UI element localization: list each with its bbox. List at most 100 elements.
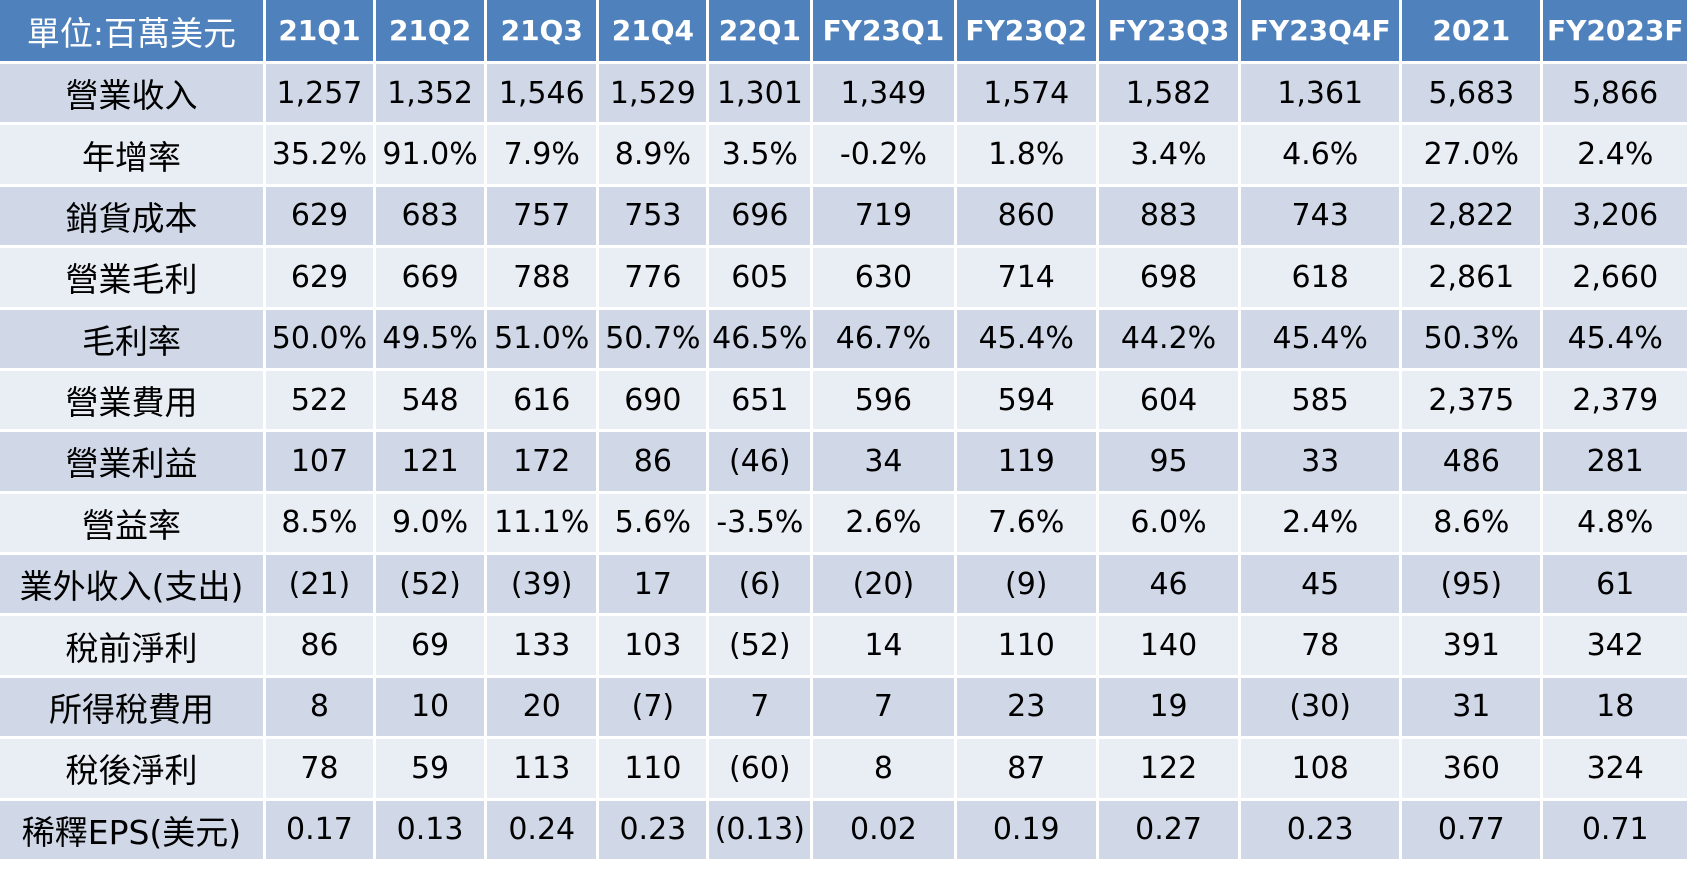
table-cell: 78 [1241,616,1403,678]
table-cell: 78 [265,739,376,801]
table-cell: 45 [1241,555,1403,617]
table-cell: 651 [709,370,814,433]
table-cell: 20 [487,677,600,740]
table-cell: 46.7% [813,309,957,371]
table-cell: 23 [956,677,1099,740]
row-label: 營業費用 [0,370,266,433]
table-cell: 629 [265,248,376,310]
table-cell: 0.77 [1402,800,1544,862]
table-cell: 3,206 [1543,186,1690,249]
table-cell: 1,361 [1241,64,1403,126]
table-cell: 1,352 [376,64,488,126]
table-cell: 140 [1098,616,1242,678]
table-cell: 391 [1402,616,1544,678]
table-cell: 110 [956,616,1099,678]
table-row: 所得稅費用 8 10 20 (7) 7 7 23 19 (30) 31 18 [0,677,1690,740]
table-cell: 753 [599,186,710,249]
table-cell: 44.2% [1098,309,1242,371]
table-cell: 860 [956,186,1099,249]
table-cell: 616 [487,370,600,433]
table-cell: 2,822 [1402,186,1544,249]
table-cell: 486 [1402,432,1544,494]
table-cell: 788 [487,248,600,310]
table-cell: 7 [813,677,957,740]
table-cell: 0.24 [487,800,600,862]
table-cell: (6) [709,555,814,617]
table-cell: 3.4% [1098,125,1242,187]
table-row: 營業費用 522 548 616 690 651 596 594 604 585 2,375 2,37… [0,370,1690,433]
column-header: 22Q1 [709,0,814,64]
table-cell: 776 [599,248,710,310]
table-cell: 698 [1098,248,1242,310]
table-cell: -3.5% [709,493,814,555]
column-header: FY23Q3 [1098,0,1242,64]
table-cell: 2.4% [1241,493,1403,555]
table-cell: 69 [376,616,488,678]
table-cell: 630 [813,248,957,310]
table-cell: 618 [1241,248,1403,310]
column-header: FY23Q4F [1241,0,1403,64]
row-label: 營益率 [0,493,266,555]
table-row: 營益率 8.5% 9.0% 11.1% 5.6% -3.5% 2.6% 7.6% 6.0% 2.4… [0,493,1690,555]
table-cell: 5,866 [1543,64,1690,126]
table-cell: 1,301 [709,64,814,126]
table-cell: (52) [709,616,814,678]
table-cell: 1,349 [813,64,957,126]
table-cell: 4.8% [1543,493,1690,555]
table-cell: 45.4% [1543,309,1690,371]
table-cell: 0.13 [376,800,488,862]
table-cell: (21) [265,555,376,617]
table-cell: 87 [956,739,1099,801]
table-cell: 1.8% [956,125,1099,187]
table-cell: 324 [1543,739,1690,801]
table-cell: 10 [376,677,488,740]
table-cell: 7.6% [956,493,1099,555]
table-row: 稅前淨利 86 69 133 103 (52) 14 110 140 78 391 342 [0,616,1690,678]
table-cell: (39) [487,555,600,617]
table-cell: (0.13) [709,800,814,862]
row-label: 稅前淨利 [0,616,266,678]
table-cell: 8.6% [1402,493,1544,555]
table-cell: 2.4% [1543,125,1690,187]
column-header: 21Q2 [376,0,488,64]
table-cell: 45.4% [1241,309,1403,371]
table-cell: 719 [813,186,957,249]
row-label: 所得稅費用 [0,677,266,740]
table-cell: 883 [1098,186,1242,249]
table-cell: 107 [265,432,376,494]
table-cell: 2,861 [1402,248,1544,310]
table-cell: 35.2% [265,125,376,187]
table-cell: 0.23 [1241,800,1403,862]
column-header: FY23Q1 [813,0,957,64]
table-cell: 46.5% [709,309,814,371]
table-cell: 522 [265,370,376,433]
header-row: 單位:百萬美元 21Q1 21Q2 21Q3 21Q4 22Q1 FY23Q1 … [0,0,1690,64]
table-cell: 1,582 [1098,64,1242,126]
column-header: 2021 [1402,0,1544,64]
table-cell: 122 [1098,739,1242,801]
table-cell: 46 [1098,555,1242,617]
table-cell: 714 [956,248,1099,310]
column-header: 21Q1 [265,0,376,64]
table-cell: 5.6% [599,493,710,555]
table-cell: 119 [956,432,1099,494]
table-cell: 683 [376,186,488,249]
table-cell: 342 [1543,616,1690,678]
table-cell: 86 [599,432,710,494]
table-cell: 605 [709,248,814,310]
table-cell: 0.02 [813,800,957,862]
table-cell: 27.0% [1402,125,1544,187]
table-cell: (30) [1241,677,1403,740]
table-cell: 17 [599,555,710,617]
table-cell: 2,375 [1402,370,1544,433]
table-cell: 50.0% [265,309,376,371]
table-row: 營業利益 107 121 172 86 (46) 34 119 95 33 486 281 [0,432,1690,494]
table-cell: 2,660 [1543,248,1690,310]
table-cell: (46) [709,432,814,494]
table-cell: 110 [599,739,710,801]
table-cell: 281 [1543,432,1690,494]
table-row: 業外收入(支出) (21) (52) (39) 17 (6) (20) (9) 46 45 (95)… [0,555,1690,617]
table-cell: 7 [709,677,814,740]
table-cell: 33 [1241,432,1403,494]
